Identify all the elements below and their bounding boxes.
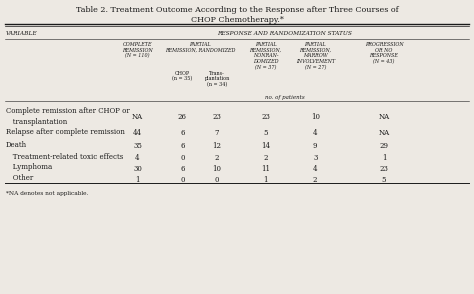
Text: 23: 23 bbox=[213, 113, 221, 121]
Text: CHOP Chemotherapy.*: CHOP Chemotherapy.* bbox=[191, 16, 283, 24]
Text: Relapse after complete remission: Relapse after complete remission bbox=[6, 128, 125, 136]
Text: 2: 2 bbox=[215, 154, 219, 162]
Text: 1: 1 bbox=[263, 176, 268, 183]
Text: 6: 6 bbox=[180, 129, 185, 137]
Text: 14: 14 bbox=[261, 142, 270, 150]
Text: 7: 7 bbox=[215, 129, 219, 137]
Text: Trans-
plantation
(n = 34): Trans- plantation (n = 34) bbox=[204, 71, 230, 87]
Text: NA: NA bbox=[378, 113, 390, 121]
Text: 0: 0 bbox=[180, 154, 185, 162]
Text: RESPONSE AND RANDOMIZATION STATUS: RESPONSE AND RANDOMIZATION STATUS bbox=[217, 31, 352, 36]
Text: *NA denotes not applicable.: *NA denotes not applicable. bbox=[6, 191, 88, 196]
Text: 44: 44 bbox=[133, 129, 142, 137]
Text: Table 2. Treatment Outcome According to the Response after Three Courses of: Table 2. Treatment Outcome According to … bbox=[76, 6, 398, 14]
Text: 4: 4 bbox=[313, 129, 318, 137]
Text: 9: 9 bbox=[313, 142, 318, 150]
Text: 6: 6 bbox=[180, 165, 185, 173]
Text: 2: 2 bbox=[313, 176, 318, 183]
Text: 3: 3 bbox=[313, 154, 318, 162]
Text: Other: Other bbox=[6, 174, 33, 182]
Text: CHOP
(n = 35): CHOP (n = 35) bbox=[173, 71, 192, 81]
Text: 5: 5 bbox=[263, 129, 268, 137]
Text: 29: 29 bbox=[380, 142, 388, 150]
Text: 5: 5 bbox=[382, 176, 386, 183]
Text: NA: NA bbox=[132, 113, 143, 121]
Text: PARTIAL
REMISSION,
NONRAN-
DOMIZED
(N = 37): PARTIAL REMISSION, NONRAN- DOMIZED (N = … bbox=[249, 42, 282, 70]
Text: 0: 0 bbox=[180, 176, 185, 183]
Text: PARTIAL
REMISSION,
MARROW
INVOLVEMENT
(N = 27): PARTIAL REMISSION, MARROW INVOLVEMENT (N… bbox=[296, 42, 335, 70]
Text: 12: 12 bbox=[213, 142, 221, 150]
Text: PARTIAL
REMISSION, RANDOMIZED: PARTIAL REMISSION, RANDOMIZED bbox=[164, 42, 235, 53]
Text: 4: 4 bbox=[313, 165, 318, 173]
Text: 10: 10 bbox=[213, 165, 221, 173]
Text: 35: 35 bbox=[133, 142, 142, 150]
Text: transplantation: transplantation bbox=[6, 118, 67, 126]
Text: 23: 23 bbox=[261, 113, 270, 121]
Text: COMPLETE
REMISSION
(N = 110): COMPLETE REMISSION (N = 110) bbox=[122, 42, 153, 59]
Text: 1: 1 bbox=[382, 154, 386, 162]
Text: 30: 30 bbox=[133, 165, 142, 173]
Text: 26: 26 bbox=[178, 113, 187, 121]
Text: 2: 2 bbox=[263, 154, 268, 162]
Text: 4: 4 bbox=[135, 154, 140, 162]
Text: no. of patients: no. of patients bbox=[264, 95, 304, 100]
Text: Death: Death bbox=[6, 141, 27, 148]
Text: NA: NA bbox=[378, 129, 390, 137]
Text: 6: 6 bbox=[180, 142, 185, 150]
Text: Lymphoma: Lymphoma bbox=[6, 163, 52, 171]
Text: 1: 1 bbox=[135, 176, 140, 183]
Text: Complete remission after CHOP or: Complete remission after CHOP or bbox=[6, 107, 129, 115]
Text: 11: 11 bbox=[261, 165, 270, 173]
Text: 10: 10 bbox=[311, 113, 319, 121]
Text: Treatment-related toxic effects: Treatment-related toxic effects bbox=[6, 153, 123, 161]
Text: 0: 0 bbox=[215, 176, 219, 183]
Text: PROGRESSION
OR NO
RESPONSE
(N = 43): PROGRESSION OR NO RESPONSE (N = 43) bbox=[365, 42, 403, 64]
Text: VARIABLE: VARIABLE bbox=[6, 31, 37, 36]
Text: 23: 23 bbox=[380, 165, 388, 173]
